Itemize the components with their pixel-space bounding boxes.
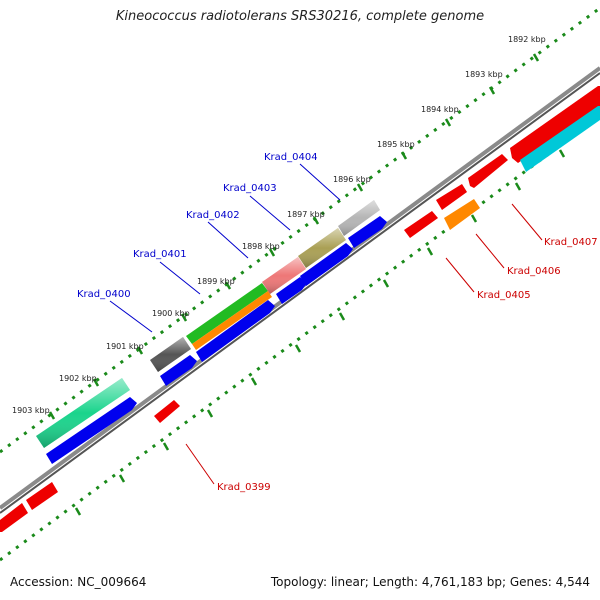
gene-forward-red-a[interactable] [510,86,600,163]
gene-label-krad-0400[interactable]: Krad_0400 [77,289,131,300]
ruler-label-1897: 1897 kbp [287,210,325,219]
map-title: Kineococcus radiotolerans SRS30216, comp… [115,9,485,24]
gene-label-krad-0401[interactable]: Krad_0401 [133,249,187,260]
ruler-ticks-lower [74,149,566,516]
gene-forward-green-0402[interactable] [186,283,268,344]
ruler-label-1895: 1895 kbp [377,140,415,149]
gene-forward-blue-0401[interactable] [160,355,197,386]
ruler-label-1901: 1901 kbp [106,342,144,351]
ruler-label-1893: 1893 kbp [465,70,503,79]
gene-forward-blue-0403a[interactable] [276,277,307,304]
gene-label-krad-0402[interactable]: Krad_0402 [186,210,240,221]
gene-forward-blue-0402[interactable] [196,300,275,362]
gene-label-krad-0407[interactable]: Krad_0407 [544,237,598,248]
reverse-callouts [185,203,543,485]
ruler-label-1903: 1903 kbp [12,406,50,415]
ruler-label-1896: 1896 kbp [333,175,371,184]
gene-forward-orange-0402[interactable] [192,291,272,350]
gene-reverse-red-0399[interactable] [154,400,180,423]
gene-forward-red-b[interactable] [468,154,508,188]
ruler-line-upper [0,6,600,454]
ruler-label-1894: 1894 kbp [421,105,459,114]
ruler-label-1900: 1900 kbp [152,309,190,318]
gene-label-krad-0405[interactable]: Krad_0405 [477,290,531,301]
gene-forward-blue-0400[interactable] [46,397,137,464]
gene-forward-cyan[interactable] [520,106,600,172]
gene-shading [36,200,380,448]
ruler-line-lower [0,114,600,562]
gene-label-krad-0406[interactable]: Krad_0406 [507,266,561,277]
gene-forward-orange-0406[interactable] [444,199,480,230]
ruler-label-1898: 1898 kbp [242,242,280,251]
accession-text: Accession: NC_009664 [10,575,147,589]
gene-reverse-red-left-b[interactable] [26,482,58,510]
ruler-ticks-upper [48,53,540,420]
gene-forward-blue-0403b[interactable] [300,243,353,286]
gene-forward-red-0405[interactable] [404,211,438,238]
gene-forward-red-c[interactable] [436,184,467,210]
genome-summary-text: Topology: linear; Length: 4,761,183 bp; … [270,575,590,589]
ruler-label-1892: 1892 kbp [508,35,546,44]
gene-label-krad-0404[interactable]: Krad_0404 [264,152,318,163]
gene-forward-blue-0404[interactable] [348,216,387,248]
forward-callouts [109,163,341,333]
gene-reverse-red-left-a[interactable] [0,503,28,532]
gene-label-krad-0403[interactable]: Krad_0403 [223,183,277,194]
ruler-label-1899: 1899 kbp [197,277,235,286]
ruler-label-1902: 1902 kbp [59,374,97,383]
gene-label-krad-0399[interactable]: Krad_0399 [217,482,271,493]
